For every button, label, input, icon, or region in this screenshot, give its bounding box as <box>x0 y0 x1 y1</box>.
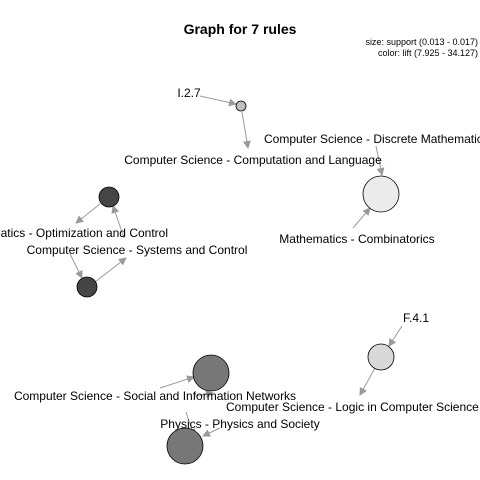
edge-opt-to-rule4 <box>69 253 83 279</box>
edge-i27-to-rule1 <box>199 95 237 107</box>
graph-title: Graph for 7 rules <box>184 21 297 37</box>
label-opt-control: Mathematics - Optimization and Control <box>0 226 168 240</box>
rule-node-7[interactable] <box>166 427 204 465</box>
edge-rule6-to-physics <box>194 390 214 399</box>
label-physics-society: Physics - Physics and Society <box>160 417 319 431</box>
rule-node-4[interactable] <box>76 276 98 298</box>
rule-node-6[interactable] <box>192 354 230 392</box>
legend-color: color: lift (7.925 - 34.127) <box>378 48 478 58</box>
label-i27: I.2.7 <box>177 86 201 100</box>
label-combinatorics: Mathematics - Combinatorics <box>279 232 434 246</box>
label-discrete-math: Computer Science - Discrete Mathematics <box>264 132 480 146</box>
edge-rule4-to-sys <box>94 257 127 283</box>
rule-node-5[interactable] <box>367 343 395 371</box>
label-logic-cs: Computer Science - Logic in Computer Sci… <box>226 400 479 414</box>
rule-node-3[interactable] <box>98 186 120 208</box>
edge-rule5-to-logic <box>359 367 376 396</box>
item-labels: I.2.7 Computer Science - Computation and… <box>0 86 480 431</box>
rule-node-1[interactable] <box>235 100 247 112</box>
edge-sys-to-rule3 <box>111 205 125 239</box>
edge-physics-to-rule7 <box>202 427 221 437</box>
edge-rule1-to-comp-lang <box>241 111 251 149</box>
edges <box>69 95 403 437</box>
edge-combinatorics-to-rule2 <box>352 207 371 229</box>
rule-nodes <box>76 100 400 465</box>
edge-rule3-to-opt <box>75 203 101 224</box>
label-f41: F.4.1 <box>403 311 429 325</box>
label-comp-lang: Computer Science - Computation and Langu… <box>124 153 382 167</box>
edge-discrete-to-rule2 <box>375 145 385 176</box>
label-sys-control: Computer Science - Systems and Control <box>27 243 248 257</box>
rule-node-2[interactable] <box>362 175 400 213</box>
label-social-net: Computer Science - Social and Informatio… <box>14 389 296 403</box>
edge-social-to-rule6 <box>159 375 195 389</box>
legend-size: size: support (0.013 - 0.017) <box>365 37 478 47</box>
edge-f41-to-rule5 <box>388 325 403 347</box>
